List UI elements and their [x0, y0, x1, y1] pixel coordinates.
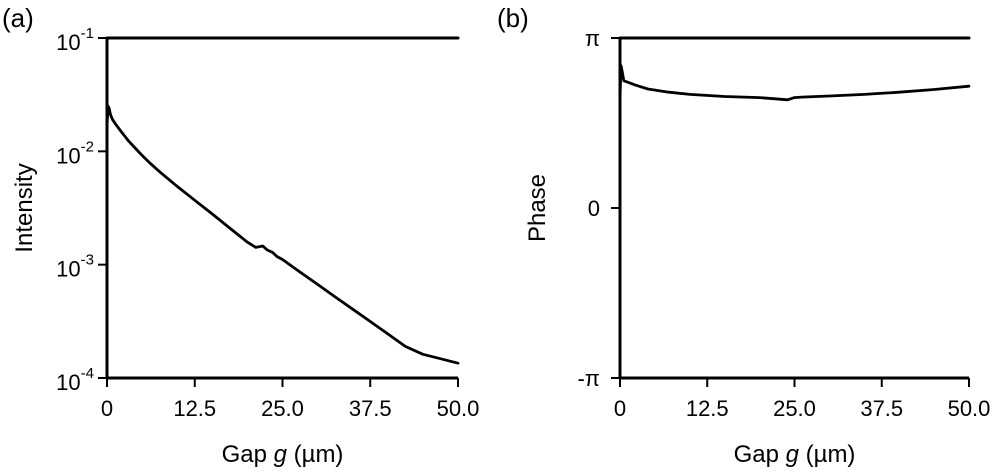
x-tick-label: 0: [101, 396, 113, 421]
x-tick-label: 25.0: [773, 396, 816, 421]
x-axis-title-variable: g: [786, 441, 800, 468]
y-axis-title: Phase: [524, 174, 551, 242]
x-axis-title: Gap g (µm): [222, 441, 344, 468]
y-tick-label-exponent: -1: [81, 25, 94, 42]
x-axis-title-unit: (µm): [287, 441, 343, 468]
data-line: [618, 64, 971, 102]
x-tick-label: 12.5: [686, 396, 729, 421]
x-tick-label: 37.5: [860, 396, 903, 421]
y-tick-label: -π: [577, 366, 600, 391]
y-tick-label: π: [585, 26, 600, 51]
x-tick-label: 12.5: [173, 396, 216, 421]
y-tick-label-base: 10: [56, 30, 80, 55]
panel-label: (b): [497, 3, 529, 33]
y-tick-label: 0: [588, 196, 600, 221]
x-tick-label: 37.5: [349, 396, 392, 421]
x-axis-title-prefix: Gap: [222, 441, 274, 468]
y-tick-label: 10-4: [56, 365, 94, 395]
y-axis-title: Intensity: [11, 163, 38, 252]
y-tick-label-exponent: -4: [81, 365, 94, 382]
panel-phase: (b) 0 12.5 25.0 37.5 50.0 π 0 -π Phase Gap g (µm): [497, 3, 990, 468]
x-tick-label: 50.0: [437, 396, 480, 421]
x-axis-title-variable: g: [274, 441, 288, 468]
x-tick-label: 0: [614, 396, 626, 421]
y-tick-label-base: 10: [56, 370, 80, 395]
x-axis-title-prefix: Gap: [734, 441, 786, 468]
x-tick-label: 25.0: [261, 396, 304, 421]
x-axis-title-unit: (µm): [799, 441, 855, 468]
data-line: [105, 104, 460, 365]
y-tick-label-exponent: -2: [81, 138, 94, 155]
y-tick-label-base: 10: [56, 257, 80, 282]
panel-intensity: (a)0 12.5 25.0 37.5 50.010-110-210-310-4Inte…: [2, 3, 479, 468]
y-tick-label: 10-1: [56, 25, 94, 55]
y-tick-label-exponent: -3: [81, 252, 94, 269]
x-axis-title: Gap g (µm): [734, 441, 856, 468]
x-tick-label: 50.0: [948, 396, 991, 421]
y-tick-label: 10-3: [56, 252, 94, 282]
panel-label: (a): [2, 3, 34, 33]
y-tick-label: 10-2: [56, 138, 94, 168]
y-tick-label-base: 10: [56, 143, 80, 168]
